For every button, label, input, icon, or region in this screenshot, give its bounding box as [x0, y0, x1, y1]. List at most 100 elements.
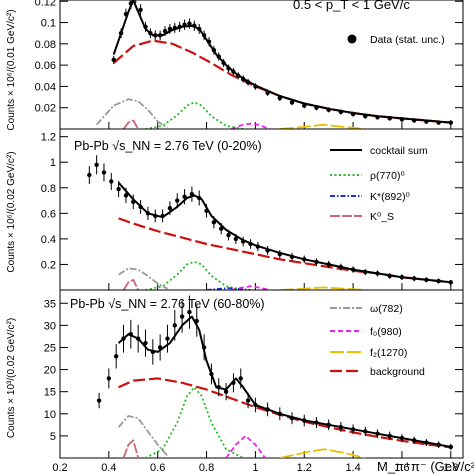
y-tick-label: 0.2 — [41, 259, 56, 271]
data-point — [302, 103, 307, 108]
series-cocktail-line — [112, 0, 451, 124]
data-point — [211, 48, 217, 53]
data-point — [94, 162, 99, 167]
data-point — [338, 424, 344, 430]
series-ks-line — [122, 278, 140, 290]
data-point — [448, 280, 453, 285]
x-tick-label: 0.4 — [101, 462, 116, 474]
series-rho-line — [145, 386, 244, 458]
data-point — [223, 389, 229, 394]
legend-f0: f₀(980) — [330, 326, 402, 338]
data-point — [236, 73, 241, 78]
data-point — [216, 54, 221, 59]
y-tick-label: 0.1 — [41, 18, 56, 30]
legend-rho: ρ(770)⁰ — [330, 170, 405, 182]
panel-2: 0.2 0.4 0.6 0.8 1 1.2 — [41, 128, 464, 291]
panel-label-0-20: Pb-Pb √s_NN = 2.76 TeV (0-20%) — [74, 139, 262, 153]
data-point — [338, 109, 344, 115]
y-tick-label: 1 — [50, 157, 56, 169]
data-point — [411, 438, 417, 443]
data-point — [238, 376, 243, 381]
legend-f0-label: f₀(980) — [370, 326, 402, 338]
data-point — [109, 179, 114, 184]
data-point — [265, 407, 270, 412]
data-point — [245, 398, 251, 403]
y-tick-label: 0.08 — [35, 39, 56, 51]
data-point — [182, 194, 187, 199]
data-point — [167, 26, 173, 32]
data-point — [277, 95, 283, 101]
data-point — [387, 433, 392, 439]
data-point — [253, 84, 258, 89]
data-point — [131, 199, 136, 205]
data-point — [167, 206, 173, 211]
data-point — [172, 25, 177, 31]
data-point — [277, 252, 283, 257]
data-point — [363, 269, 368, 275]
data-point — [165, 336, 170, 341]
data-point — [157, 345, 163, 350]
y-tick-label: 10 — [44, 409, 56, 421]
data-point — [153, 213, 158, 219]
data-point — [424, 277, 429, 282]
data-point — [143, 340, 148, 346]
data-point — [179, 314, 185, 319]
x-tick-label: 1.4 — [345, 462, 360, 474]
y-axis-title-peripheral: Counts × 10³/(0.02 GeV/c²) — [6, 318, 17, 438]
data-point — [182, 22, 187, 27]
y-tick-label: 0.06 — [35, 60, 56, 72]
data-point — [116, 186, 121, 192]
data-point — [138, 7, 143, 12]
series-rho-line — [145, 101, 244, 129]
data-point — [399, 435, 405, 441]
data-point — [265, 90, 270, 96]
data-point — [123, 193, 129, 198]
data-point — [233, 236, 239, 242]
data-point — [118, 30, 124, 36]
x-tick-label: 1.2 — [297, 462, 312, 474]
y-tick-label: 20 — [44, 365, 56, 377]
y-axis-title-central: Counts × 10⁶/(0.02 GeV/c²) — [6, 151, 17, 272]
data-point — [111, 57, 116, 63]
y-tick-label: 25 — [44, 342, 56, 354]
series-omega-line — [95, 98, 168, 129]
data-point — [289, 100, 295, 105]
data-point — [101, 170, 107, 175]
data-point — [314, 420, 319, 425]
y-tick-label: 35 — [44, 298, 56, 310]
data-point — [135, 336, 141, 341]
data-point — [231, 69, 236, 74]
data-point — [289, 254, 295, 259]
legend-ks-label: K⁰_S — [370, 211, 394, 223]
legend-rho-label: ρ(770)⁰ — [370, 170, 405, 182]
data-point — [338, 264, 344, 270]
panel-frame — [59, 289, 464, 459]
data-point — [326, 262, 331, 267]
y-tick-label: 0.04 — [35, 81, 56, 93]
data-point — [194, 318, 199, 324]
data-point — [221, 60, 226, 66]
data-point — [255, 244, 261, 249]
data-point — [189, 191, 195, 197]
data-point — [277, 411, 283, 416]
series-f2-line — [279, 286, 366, 290]
data-point — [145, 211, 151, 216]
panel-curves — [96, 295, 453, 458]
series-f0-line — [230, 285, 271, 290]
data-point — [289, 416, 295, 421]
x-tick-label: 0.6 — [150, 462, 165, 474]
data-point — [172, 323, 177, 328]
data-point — [387, 116, 392, 121]
series-f0-line — [230, 122, 271, 129]
series-ks-line — [122, 119, 139, 129]
x-tick-label: 1.8 — [443, 462, 458, 474]
legend-omega: ω(782) — [330, 303, 403, 315]
data-point — [226, 66, 231, 71]
data-point — [436, 442, 441, 447]
data-point — [363, 114, 368, 119]
data-point — [175, 198, 180, 203]
x-tick-label: 1 — [252, 462, 258, 474]
data-point — [226, 232, 231, 238]
legend-kstar: K*(892)⁰ — [330, 191, 411, 203]
data-point — [192, 23, 197, 28]
